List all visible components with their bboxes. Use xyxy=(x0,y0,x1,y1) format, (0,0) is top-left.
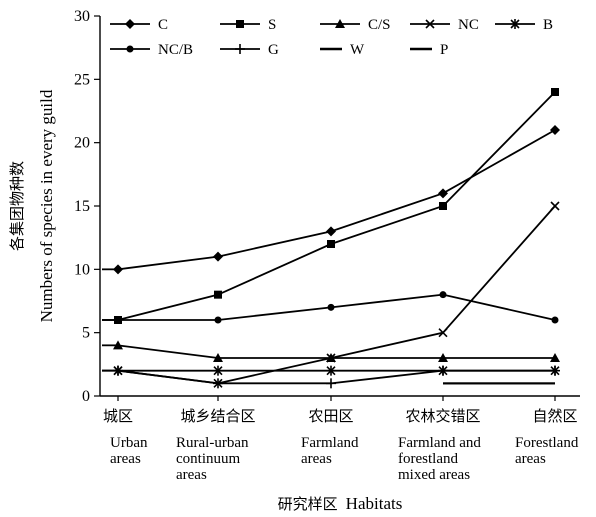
y-tick-label: 15 xyxy=(74,198,90,215)
legend-item-b: B xyxy=(495,17,553,33)
series-nc-b xyxy=(102,291,559,324)
y-tick-label: 30 xyxy=(74,8,90,25)
data-point xyxy=(326,226,336,237)
x-tick-label-zh: 农田区 xyxy=(308,407,353,425)
x-tick-label-zh: 城区 xyxy=(103,407,133,425)
legend-swatch-marker xyxy=(126,45,134,53)
data-point xyxy=(213,378,223,389)
x-axis-title: 研究样区 Habitats xyxy=(278,494,403,513)
legend: C S C/S NC B NC/B G W P xyxy=(110,17,553,58)
data-point xyxy=(213,365,223,376)
data-point xyxy=(213,251,223,262)
y-axis-title-zh: 各集团物种数 xyxy=(8,161,26,251)
series-line xyxy=(118,293,556,321)
data-point xyxy=(327,303,335,311)
data-point xyxy=(326,378,336,389)
data-point xyxy=(113,365,123,376)
legend-label: NC/B xyxy=(158,42,193,58)
data-point xyxy=(550,201,560,211)
series-lines xyxy=(102,88,560,389)
legend-swatch-marker xyxy=(425,19,435,29)
legend-swatch-marker xyxy=(335,19,345,28)
legend-label: S xyxy=(268,17,276,33)
x-tick-label-en: continuum xyxy=(176,451,240,467)
data-point xyxy=(114,316,122,324)
y-tick-label: 10 xyxy=(74,261,90,278)
legend-item-c: C xyxy=(110,17,168,33)
x-tick-label-en: Urban xyxy=(110,435,148,451)
y-tick-label: 5 xyxy=(82,325,90,342)
data-point xyxy=(327,240,335,248)
legend-item-w: W xyxy=(320,42,365,58)
data-point xyxy=(551,88,559,96)
data-point xyxy=(113,340,123,350)
y-tick-label: 20 xyxy=(74,135,90,152)
data-point xyxy=(438,188,448,199)
labels: 城区Urbanareas城乡结合区Rural-urbancontinuumare… xyxy=(8,89,579,513)
x-tick-label-en: areas xyxy=(110,451,141,467)
x-tick-label-en: areas xyxy=(176,467,207,483)
y-axis-title: Numbers of species in every guild xyxy=(37,89,56,322)
data-point xyxy=(438,353,448,362)
x-tick-label-en: mixed areas xyxy=(398,467,470,483)
data-point xyxy=(438,328,448,338)
data-point xyxy=(326,365,336,376)
legend-item-nc: NC xyxy=(410,17,479,33)
x-tick-label-en: areas xyxy=(515,451,546,467)
series-s xyxy=(102,88,559,324)
series-c xyxy=(102,125,560,275)
legend-swatch-marker xyxy=(235,44,245,54)
data-point xyxy=(213,353,223,362)
data-point xyxy=(326,353,336,363)
x-tick-label-en: Rural-urban xyxy=(176,435,249,451)
legend-item-g: G xyxy=(220,42,279,58)
legend-swatch-marker xyxy=(510,19,520,29)
y-tick-label: 25 xyxy=(74,71,90,88)
data-point xyxy=(550,365,560,376)
data-point xyxy=(113,264,123,275)
data-point xyxy=(550,125,560,135)
y-tick-label: 0 xyxy=(82,388,90,405)
data-point xyxy=(439,202,447,210)
series-line xyxy=(117,205,556,385)
legend-label: NC xyxy=(458,17,479,33)
axes: 0 5 10 15 20 25 30 xyxy=(74,8,580,405)
legend-label: P xyxy=(440,42,448,58)
legend-item-p: P xyxy=(410,42,448,58)
legend-item-c-s: C/S xyxy=(320,17,391,33)
x-tick-label-en: areas xyxy=(301,451,332,467)
legend-label: W xyxy=(350,42,365,58)
legend-swatch-marker xyxy=(236,20,244,28)
legend-item-s: S xyxy=(220,17,276,33)
x-tick-label-zh: 农林交错区 xyxy=(405,407,480,425)
data-point xyxy=(214,316,222,324)
data-point xyxy=(438,365,448,376)
legend-label: C xyxy=(158,17,168,33)
x-tick-label-en: Farmland and xyxy=(398,435,481,451)
legend-swatch-marker xyxy=(125,19,135,29)
x-tick-label-en: Farmland xyxy=(301,435,359,451)
data-point xyxy=(551,316,559,324)
x-tick-label-en: forestland xyxy=(398,451,458,467)
data-point xyxy=(439,291,447,299)
legend-label: B xyxy=(543,17,553,33)
x-axis-title-en: Habitats xyxy=(346,494,403,513)
series-line xyxy=(117,91,556,321)
x-tick-label-en: Forestland xyxy=(515,435,579,451)
legend-label: G xyxy=(268,42,279,58)
legend-item-nc-b: NC/B xyxy=(110,42,193,58)
data-point xyxy=(550,353,560,362)
x-axis-title-zh: 研究样区 xyxy=(278,495,338,513)
series-line xyxy=(117,369,555,385)
x-tick-label-zh: 自然区 xyxy=(532,407,577,425)
x-tick-label-zh: 城乡结合区 xyxy=(180,407,255,425)
series-line xyxy=(117,129,556,271)
data-point xyxy=(214,290,222,299)
legend-label: C/S xyxy=(368,17,391,33)
series-g xyxy=(102,365,560,389)
